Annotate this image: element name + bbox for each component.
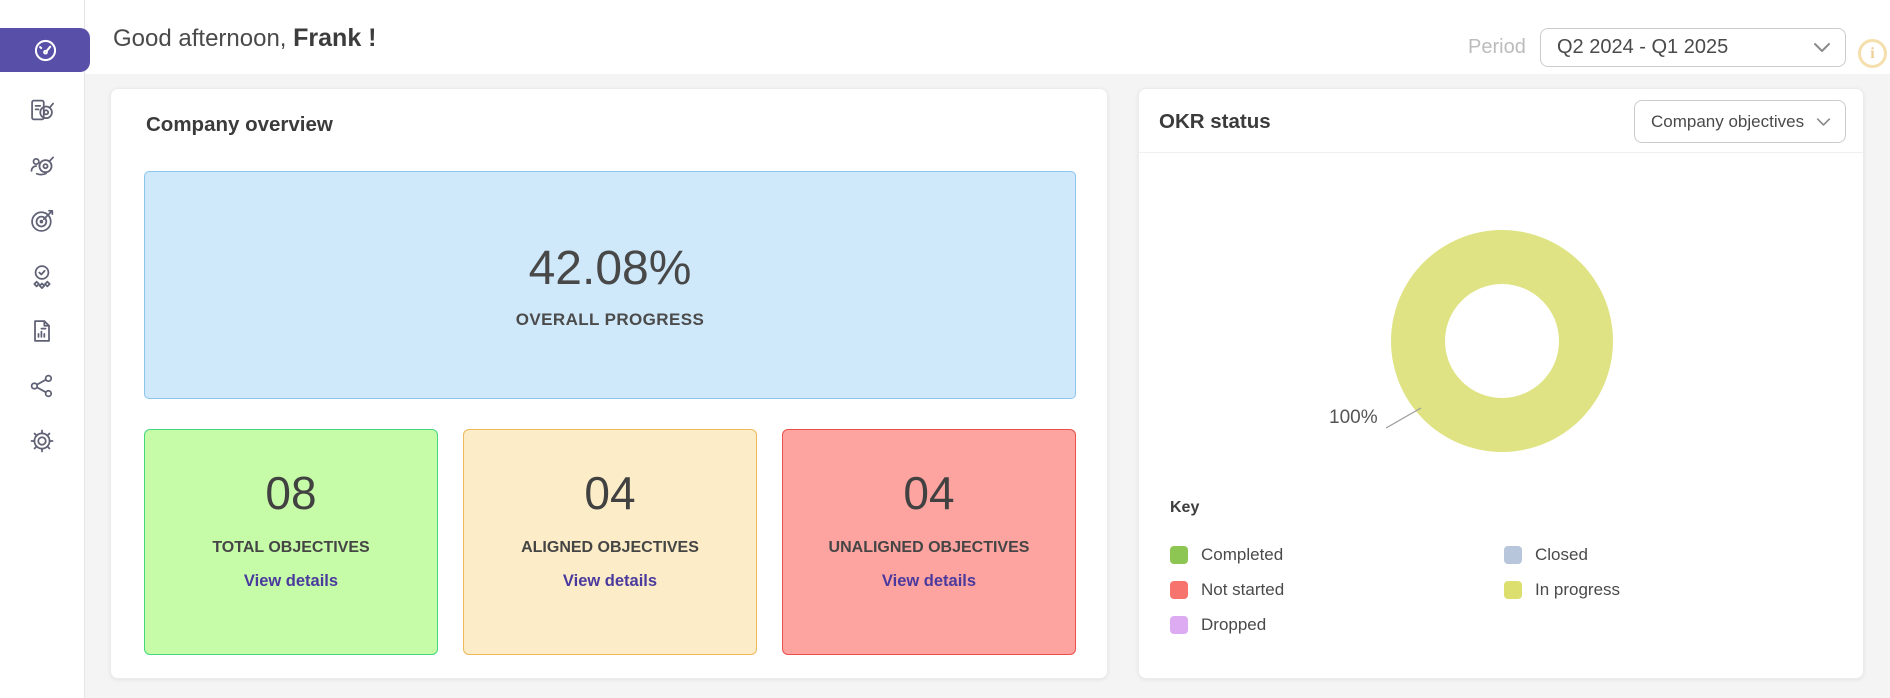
greeting-prefix: Good afternoon, <box>113 25 287 52</box>
sidebar-item-reports[interactable] <box>0 309 84 353</box>
clipboard-target-icon <box>31 99 54 121</box>
legend-key-title: Key <box>1170 499 1200 516</box>
stat-label: ALIGNED OBJECTIVES <box>521 538 699 556</box>
award-check-stars-icon <box>33 265 51 289</box>
donut-slice-label: 100% <box>1329 407 1378 428</box>
overall-progress-box: 42.08% OVERALL PROGRESS <box>144 171 1076 399</box>
legend-label: Completed <box>1201 544 1284 564</box>
view-details-link[interactable]: View details <box>243 571 339 590</box>
report-document-icon <box>34 320 50 342</box>
chevron-down-icon <box>1816 117 1831 126</box>
legend-item-in-progress: In progress <box>1504 580 1620 600</box>
donut-label-leader-line <box>1385 407 1422 429</box>
legend-swatch <box>1504 545 1522 564</box>
overall-progress-label: OVERALL PROGRESS <box>515 309 705 329</box>
info-icon[interactable]: i <box>1858 39 1887 68</box>
legend-item-closed: Closed <box>1504 545 1620 565</box>
view-details-link[interactable]: View details <box>562 571 658 590</box>
share-network-icon <box>30 374 53 398</box>
legend-item-dropped: Dropped <box>1170 615 1504 635</box>
sidebar-item-settings[interactable] <box>0 419 84 463</box>
chevron-down-icon <box>1814 43 1830 52</box>
legend-label: Closed <box>1535 544 1588 564</box>
stat-box-unaligned-objectives: 04 UNALIGNED OBJECTIVES View details <box>782 429 1076 655</box>
sidebar-item-company-okrs[interactable] <box>0 88 84 132</box>
legend-swatch <box>1170 545 1188 564</box>
sidebar-item-reviews[interactable] <box>0 254 84 298</box>
stat-box-total-objectives: 08 TOTAL OBJECTIVES View details <box>144 429 438 655</box>
okr-status-header: OKR status Company objectives <box>1139 89 1863 153</box>
stat-label: TOTAL OBJECTIVES <box>212 538 370 556</box>
target-arrow-icon <box>31 209 54 232</box>
sidebar-item-team-okrs[interactable] <box>0 143 84 187</box>
people-target-icon <box>30 156 54 176</box>
okr-status-donut-chart[interactable] <box>1391 230 1613 452</box>
legend-item-completed: Completed <box>1170 545 1504 565</box>
stats-row: 08 TOTAL OBJECTIVES View details 04 ALIG… <box>144 429 1076 655</box>
stat-value: 08 <box>265 467 317 519</box>
okr-filter-value: Company objectives <box>1651 111 1805 131</box>
legend-label: Dropped <box>1201 614 1267 634</box>
greeting-username: Frank ! <box>293 24 377 52</box>
dashboard-gauge-icon <box>34 39 56 61</box>
period-select-value: Q2 2024 - Q1 2025 <box>1557 36 1729 58</box>
period-select[interactable]: Q2 2024 - Q1 2025 <box>1540 28 1846 67</box>
stat-box-aligned-objectives: 04 ALIGNED OBJECTIVES View details <box>463 429 757 655</box>
view-details-link[interactable]: View details <box>881 571 977 590</box>
donut-hole <box>1445 284 1559 398</box>
period-label: Period <box>1468 36 1526 58</box>
legend-label: In progress <box>1535 579 1621 599</box>
greeting: Good afternoon, Frank ! <box>113 24 377 53</box>
legend-label: Not started <box>1201 579 1285 599</box>
stat-value: 04 <box>584 467 636 519</box>
sidebar-item-dashboard-active[interactable] <box>0 28 90 72</box>
okr-status-title: OKR status <box>1159 110 1271 133</box>
legend-swatch <box>1170 580 1188 599</box>
legend: Completed Not started Dropped Closed In … <box>1170 537 1620 642</box>
sidebar-item-alignment[interactable] <box>0 364 84 408</box>
stat-label: UNALIGNED OBJECTIVES <box>828 538 1030 556</box>
legend-item-not-started: Not started <box>1170 580 1504 600</box>
sidebar-item-my-okrs[interactable] <box>0 199 84 243</box>
okr-status-card: OKR status Company objectives 100% Key C… <box>1138 88 1864 679</box>
overall-progress-value: 42.08% <box>528 241 692 295</box>
legend-swatch <box>1504 580 1522 599</box>
sidebar <box>0 0 85 698</box>
company-overview-title: Company overview <box>146 113 333 136</box>
gear-icon <box>30 429 54 453</box>
okr-filter-select[interactable]: Company objectives <box>1634 100 1846 143</box>
company-overview-card: Company overview 42.08% OVERALL PROGRESS… <box>110 88 1108 679</box>
legend-swatch <box>1170 615 1188 634</box>
stat-value: 04 <box>903 467 955 519</box>
